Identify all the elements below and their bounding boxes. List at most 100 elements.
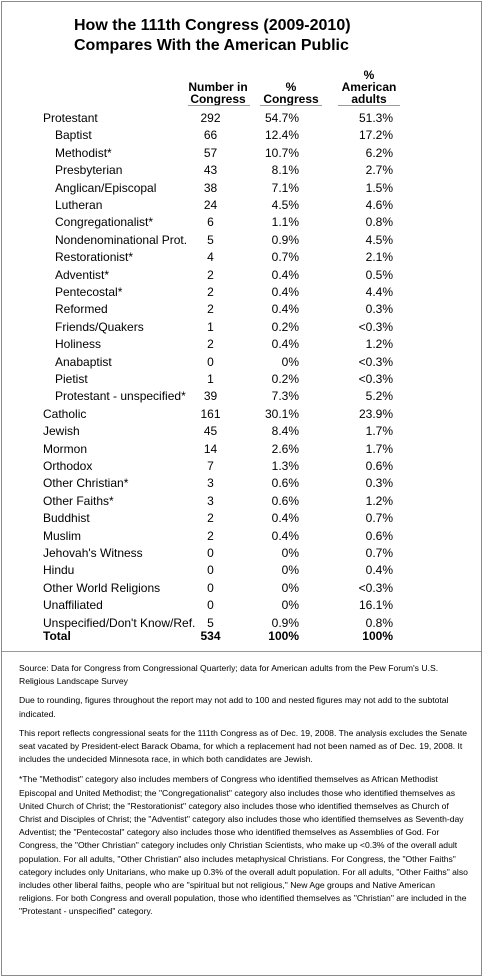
table-row: Buddhist 2 0.4% 0.7%: [2, 510, 481, 527]
row-pct-congress: 0.9%: [271, 615, 299, 630]
row-number: 57: [203, 145, 218, 160]
row-pct-adults: 0.3%: [365, 476, 393, 491]
table-row: Protestant - unspecified* 39 7.3% 5.2%: [2, 388, 481, 405]
row-pct-adults: <0.3%: [358, 372, 393, 386]
row-number: 161: [200, 406, 221, 421]
row-pct-congress: 0.4%: [271, 511, 299, 526]
row-number: 0: [207, 354, 214, 369]
row-label: Other World Religions: [43, 580, 161, 595]
row-label: Jehovah's Witness: [43, 546, 143, 560]
row-pct-congress: 1.1%: [271, 215, 299, 230]
row-pct-adults: 16.1%: [358, 598, 393, 613]
row-pct-congress: 0.4%: [271, 285, 299, 299]
row-pct-congress: 7.1%: [271, 180, 299, 195]
row-pct-adults: 2.1%: [365, 250, 393, 265]
row-pct-congress: 4.5%: [271, 198, 299, 212]
header-number-in-congress: Number in Congress: [188, 80, 248, 106]
row-number: 39: [203, 389, 218, 404]
row-number: 2: [207, 267, 214, 282]
table-row: Other World Religions 0 0% <0.3%: [2, 580, 481, 597]
row-pct-congress: 30.1%: [264, 406, 299, 421]
table-row: Pietist 1 0.2% <0.3%: [2, 371, 481, 388]
row-number: 6: [207, 215, 214, 230]
header-underline-number: [188, 105, 250, 106]
row-number: 1: [207, 372, 214, 386]
row-pct-congress: 8.1%: [271, 163, 299, 178]
row-pct-congress: 8.4%: [271, 424, 299, 439]
title-line-2: Compares With the American Public: [74, 37, 349, 54]
row-label: Anabaptist: [55, 354, 112, 369]
row-label: Other Faiths*: [43, 493, 114, 508]
row-number: 4: [207, 250, 214, 265]
table-row: Muslim 2 0.4% 0.6%: [2, 528, 481, 545]
row-pct-adults: 1.7%: [365, 441, 393, 456]
row-label: Congregationalist*: [55, 215, 154, 230]
row-pct-adults: 4.5%: [365, 232, 393, 247]
row-pct-adults: 2.7%: [365, 163, 393, 178]
row-number: 2: [207, 302, 214, 317]
footnote: *The "Methodist" category also includes …: [19, 774, 468, 917]
row-number: 2: [207, 511, 214, 526]
source-note: Source: Data for Congress from Congressi…: [19, 663, 439, 687]
row-number: 38: [203, 180, 218, 195]
row-number: 45: [203, 424, 218, 439]
row-label: Mormon: [43, 441, 88, 456]
row-label: Jewish: [43, 424, 80, 439]
row-pct-congress: 0.2%: [271, 319, 299, 334]
row-pct-adults: 4.4%: [365, 285, 393, 299]
row-label: Unaffiliated: [43, 598, 103, 613]
row-number: 14: [203, 441, 218, 456]
table-row: Anglican/Episcopal 38 7.1% 1.5%: [2, 180, 481, 197]
row-number: 3: [207, 476, 214, 491]
row-pct-adults: 6.2%: [365, 145, 393, 160]
header-underline-adults: [338, 105, 400, 106]
row-pct-congress: 0.4%: [271, 528, 299, 543]
row-pct-adults: 0.8%: [365, 215, 393, 230]
row-pct-adults: 0.6%: [365, 459, 393, 473]
table-row: Mormon 14 2.6% 1.7%: [2, 441, 481, 458]
row-label: Adventist*: [55, 267, 110, 282]
total-row: Total 534 100% 100%: [2, 628, 481, 645]
row-pct-adults: 23.9%: [358, 406, 393, 421]
row-pct-adults: 51.3%: [358, 111, 393, 125]
row-pct-adults: 0.8%: [365, 615, 393, 630]
row-pct-congress: 0%: [281, 546, 299, 560]
table-row: Nondenominational Prot. 5 0.9% 4.5%: [2, 232, 481, 249]
row-pct-congress: 0.6%: [271, 476, 299, 491]
row-number: 0: [207, 580, 214, 595]
row-label: Nondenominational Prot.: [55, 232, 188, 247]
rounding-note: Due to rounding, figures throughout the …: [19, 695, 449, 719]
row-label: Hindu: [43, 563, 75, 578]
header-pct-american-adults: % American adults: [341, 68, 397, 106]
header-underline-congress: [260, 105, 322, 106]
row-label: Protestant - unspecified*: [55, 389, 186, 404]
table-row: Unspecified/Don't Know/Ref. 5 0.9% 0.8%: [2, 615, 481, 632]
row-pct-congress: 0.4%: [271, 267, 299, 282]
row-number: 43: [203, 163, 218, 178]
row-pct-adults: 5.2%: [365, 389, 393, 404]
row-pct-congress: 1.3%: [271, 459, 299, 473]
row-number: 66: [203, 128, 218, 143]
row-number: 0: [207, 598, 214, 613]
row-label: Protestant: [43, 111, 98, 125]
row-pct-congress: 2.6%: [271, 441, 299, 456]
table-row: Orthodox 7 1.3% 0.6%: [2, 458, 481, 475]
total-number: 534: [200, 629, 221, 643]
row-pct-congress: 0.6%: [271, 493, 299, 508]
row-pct-congress: 0.7%: [271, 250, 299, 265]
page-title: How the 111th Congress (2009-2010) Compa…: [74, 16, 474, 56]
table-row: Restorationist* 4 0.7% 2.1%: [2, 249, 481, 266]
row-pct-adults: 1.2%: [365, 493, 393, 508]
row-label: Anglican/Episcopal: [55, 180, 157, 195]
row-label: Friends/Quakers: [55, 319, 144, 334]
row-pct-adults: 4.6%: [365, 198, 393, 212]
row-label: Restorationist*: [55, 250, 134, 265]
row-pct-congress: 0.4%: [271, 302, 299, 317]
row-pct-adults: 1.2%: [365, 337, 393, 352]
row-pct-adults: <0.3%: [358, 580, 393, 595]
row-number: 0: [207, 546, 214, 560]
row-pct-congress: 0%: [281, 580, 299, 595]
total-pct-congress: 100%: [268, 629, 299, 643]
row-pct-adults: <0.3%: [358, 319, 393, 334]
row-pct-congress: 0%: [281, 598, 299, 613]
